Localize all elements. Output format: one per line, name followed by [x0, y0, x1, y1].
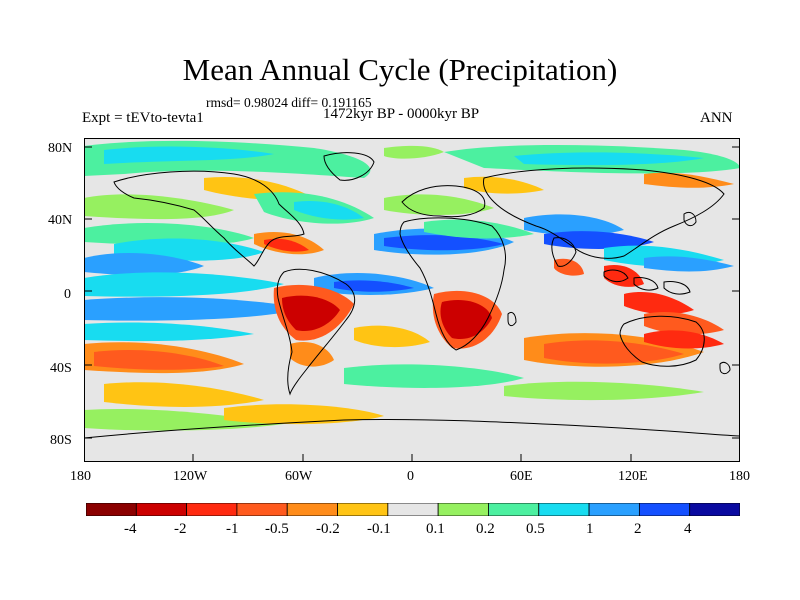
colorbar-label-1: -2	[174, 521, 187, 537]
colorbar-box-8	[488, 503, 540, 516]
precipitation-map	[84, 138, 740, 462]
colorbar-label-10: 2	[634, 521, 642, 537]
lon-label-60w: 60W	[285, 469, 313, 484]
colorbar-box-11	[638, 503, 691, 516]
lat-label-eq: 0	[64, 287, 71, 302]
lon-label-120w: 120W	[173, 469, 208, 484]
colorbar-label-8: 0.5	[526, 521, 545, 537]
colorbar-label-3: -0.5	[265, 521, 289, 537]
colorbar-label-6: 0.1	[426, 521, 445, 537]
experiment-label: Expt = tEVto-tevta1	[82, 110, 204, 126]
colorbar-box-0	[86, 503, 137, 516]
colorbar-box-9	[538, 503, 590, 516]
lon-label-180w: 180	[70, 469, 91, 484]
colorbar-label-11: 4	[684, 521, 692, 537]
coastlines	[84, 152, 740, 439]
lon-label-0: 0	[407, 469, 414, 484]
colorbar-box-7	[437, 503, 489, 516]
colorbar-box-3	[236, 503, 288, 516]
lat-label-40n: 40N	[48, 213, 73, 228]
anomaly-patches	[84, 140, 740, 431]
colorbar-box-6	[387, 503, 439, 516]
colorbar-box-10	[588, 503, 640, 516]
lon-label-60e: 60E	[510, 469, 533, 484]
chart-title: Mean Annual Cycle (Precipitation)	[182, 52, 618, 87]
colorbar-box-4	[286, 503, 338, 516]
colorbar-box-5	[337, 503, 389, 516]
colorbar	[86, 503, 740, 516]
colorbar-label-5: -0.1	[367, 521, 391, 537]
colorbar-label-9: 1	[586, 521, 594, 537]
lon-label-120e: 120E	[618, 469, 648, 484]
stats-line: rmsd= 0.98024 diff= 0.191165	[206, 95, 372, 110]
lat-label-80n: 80N	[48, 141, 73, 156]
lat-label-80s: 80S	[50, 433, 72, 448]
colorbar-box-2	[186, 503, 238, 516]
colorbar-boxes	[86, 503, 740, 516]
season-label: ANN	[700, 110, 733, 126]
colorbar-label-7: 0.2	[476, 521, 495, 537]
tick-marks	[84, 146, 740, 462]
colorbar-box-1	[135, 503, 188, 516]
subtitle: 1472kyr BP - 0000kyr BP	[323, 106, 480, 122]
colorbar-label-2: -1	[226, 521, 239, 537]
lat-label-40s: 40S	[50, 361, 72, 376]
colorbar-box-12	[689, 503, 740, 516]
colorbar-label-4: -0.2	[316, 521, 340, 537]
lon-label-180e: 180	[729, 469, 750, 484]
colorbar-label-0: -4	[124, 521, 137, 537]
